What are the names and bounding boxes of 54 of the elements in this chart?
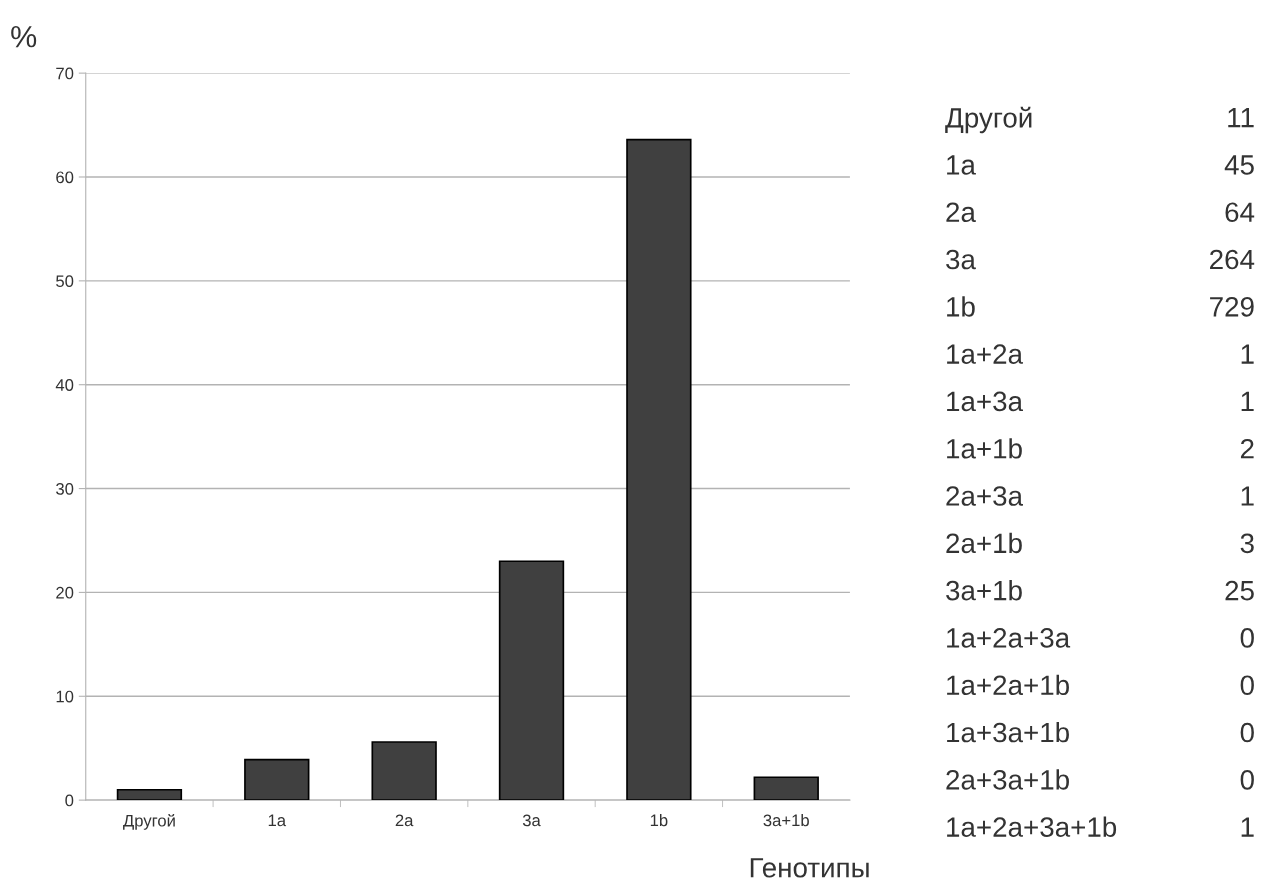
data-label: 3 [1240, 533, 1254, 554]
y-tick-label: 10 [56, 690, 74, 703]
x-tick-label: 2a [395, 814, 414, 827]
category-label: 1a+3a+1b [947, 721, 1069, 743]
data-label: 1 [1241, 344, 1254, 364]
x-tick-label: 1a [268, 814, 287, 827]
category-label: 1a+3a [947, 391, 1024, 412]
y-axis-title: % [11, 25, 37, 48]
category-label: 1a+2a [947, 344, 1024, 364]
data-label: 729 [1210, 296, 1254, 317]
y-tick-label: 20 [56, 586, 74, 599]
data-label: 0 [1240, 675, 1254, 696]
y-tick-label: 60 [56, 171, 74, 184]
data-label: 2 [1240, 438, 1254, 459]
y-tick-label: 30 [56, 482, 74, 495]
data-label: 11 [1228, 108, 1254, 128]
x-tick-label: 3a [522, 814, 541, 827]
category-label: Другой [945, 106, 1032, 134]
category-label: 1b [947, 296, 975, 317]
bar [626, 138, 692, 801]
category-label: 1a+2a+3a [947, 628, 1071, 648]
data-label: 64 [1225, 202, 1255, 223]
x-tick-label: 3a+1b [763, 814, 809, 827]
data-label: 1 [1241, 817, 1254, 837]
category-label: 1a+1b [947, 438, 1022, 459]
bar [116, 788, 183, 801]
category-label: 2a [946, 202, 976, 223]
y-tick-label: 70 [56, 67, 74, 80]
bar [244, 758, 310, 801]
category-label: 2a+3a+1b [946, 769, 1069, 790]
bar [498, 560, 565, 801]
category-label: 3a [946, 249, 976, 270]
bar [371, 741, 437, 801]
data-label: 0 [1240, 722, 1254, 743]
x-tick-label: Другой [123, 814, 175, 830]
data-label: 0 [1240, 628, 1254, 648]
y-tick-label: 40 [55, 379, 74, 391]
data-label: 264 [1210, 249, 1255, 270]
x-axis-title: Генотипы [750, 858, 869, 878]
data-label: 1 [1241, 486, 1254, 506]
category-label: 1a+2a+1b [947, 674, 1069, 696]
data-label: 0 [1240, 769, 1254, 790]
category-label: 2a+3a [946, 486, 1024, 506]
data-label: 45 [1224, 155, 1254, 175]
category-label: 1a [947, 155, 976, 175]
y-tick-label: 0 [65, 794, 74, 807]
data-label: 25 [1225, 580, 1254, 601]
bar [753, 776, 819, 801]
category-label: 3a+1b [946, 580, 1022, 601]
data-label: 1 [1241, 391, 1254, 411]
category-label: 1a+2a+3a+1b [947, 816, 1117, 837]
y-tick-label: 50 [56, 275, 74, 288]
x-tick-label: 1b [650, 814, 668, 827]
category-label: 2a+1b [946, 532, 1022, 554]
